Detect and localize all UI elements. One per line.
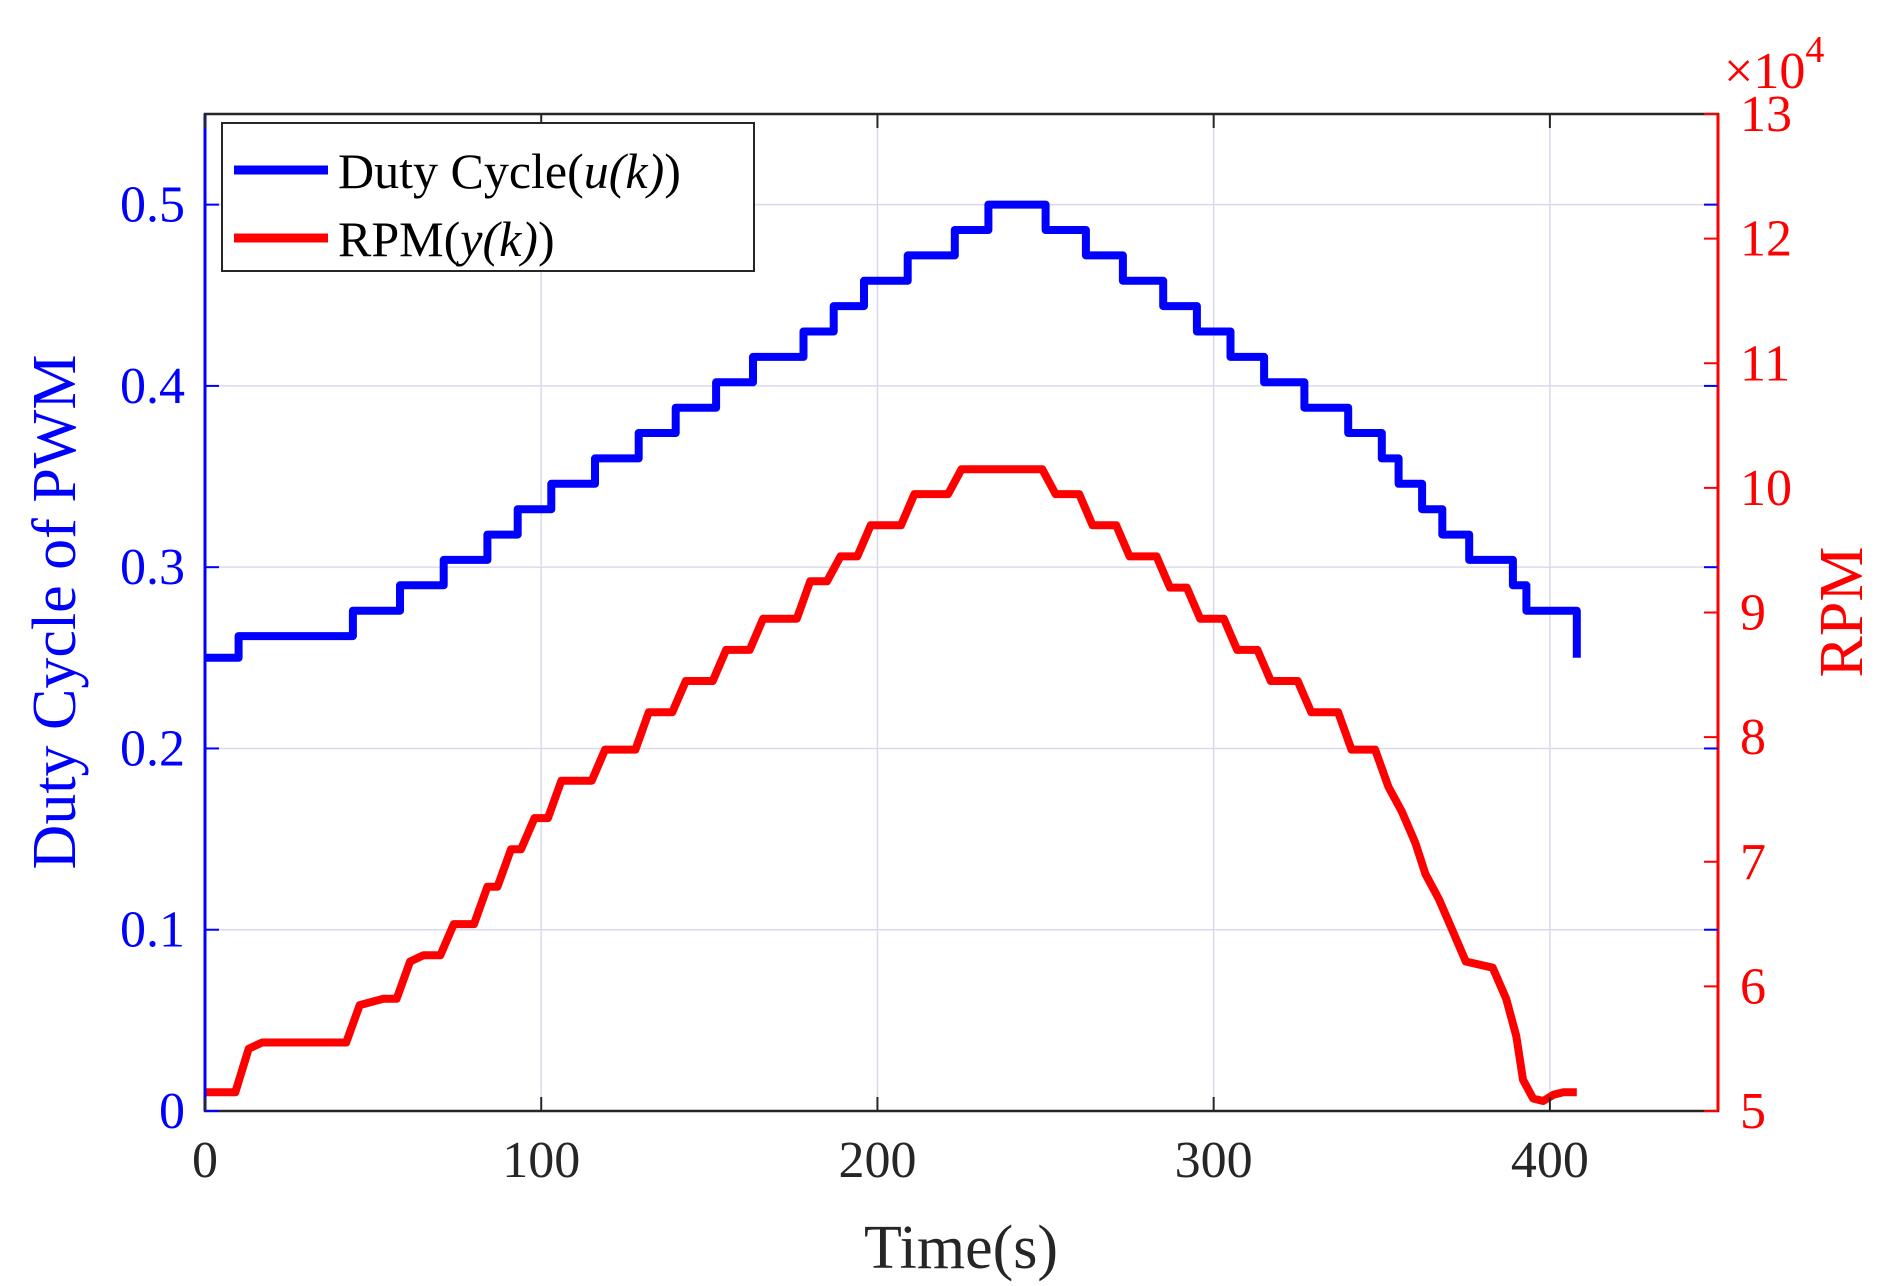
- right-tick-label-0: 5: [1740, 1083, 1766, 1140]
- x-tick-label-4: 400: [1511, 1132, 1589, 1189]
- left-axis: 0 0.1 0.2 0.3 0.4 0.5: [120, 114, 219, 1140]
- legend-box: [221, 122, 755, 272]
- right-axis-label: RPM: [1808, 547, 1876, 678]
- right-tick-label-2: 7: [1740, 834, 1766, 891]
- legend-duty-suffix: ): [664, 143, 681, 199]
- x-tick-label-3: 300: [1175, 1132, 1253, 1189]
- series-layer: [205, 200, 1581, 1105]
- series-line-duty-cycle: [205, 200, 1581, 662]
- right-tick-label-3: 8: [1740, 709, 1766, 766]
- right-tick-label-5: 10: [1740, 460, 1792, 517]
- right-axis: 5 6 7 8 9 10 11 12 13: [1704, 86, 1792, 1140]
- left-tick-label-2: 0.2: [120, 720, 185, 777]
- left-tick-label-1: 0.1: [120, 902, 185, 959]
- right-axis-exponent: ×104: [1724, 29, 1824, 100]
- legend-rpm-prefix: RPM(: [338, 211, 460, 267]
- legend: Duty Cycle(u(k)) RPM(y(k)): [221, 122, 755, 272]
- legend-duty-italic: u(k): [584, 143, 665, 199]
- right-tick-label-8: 13: [1740, 86, 1792, 143]
- exponent-power: 4: [1805, 29, 1824, 71]
- legend-duty-prefix: Duty Cycle(: [338, 143, 584, 199]
- exponent-prefix: ×10: [1724, 43, 1805, 100]
- left-axis-label: Duty Cycle of PWM: [21, 355, 89, 870]
- left-tick-label-3: 0.3: [120, 539, 185, 596]
- left-tick-label-4: 0.4: [120, 358, 185, 415]
- series-line-rpm: [205, 465, 1577, 1105]
- left-tick-label-5: 0.5: [120, 177, 185, 234]
- legend-label-rpm: RPM(y(k)): [338, 211, 555, 267]
- legend-label-duty-cycle: Duty Cycle(u(k)): [338, 143, 681, 199]
- x-tick-label-2: 200: [838, 1132, 916, 1189]
- left-tick-label-0: 0: [159, 1083, 185, 1140]
- legend-rpm-italic: y(k): [455, 211, 538, 267]
- x-axis-label: Time(s): [864, 1214, 1058, 1282]
- x-axis: 0 100 200 300 400: [192, 114, 1589, 1189]
- right-tick-label-1: 6: [1740, 958, 1766, 1015]
- right-tick-label-6: 11: [1740, 335, 1790, 392]
- right-tick-label-7: 12: [1740, 211, 1792, 268]
- x-tick-label-1: 100: [502, 1132, 580, 1189]
- x-tick-label-0: 0: [192, 1132, 218, 1189]
- legend-rpm-suffix: ): [538, 211, 555, 267]
- right-tick-label-4: 9: [1740, 585, 1766, 642]
